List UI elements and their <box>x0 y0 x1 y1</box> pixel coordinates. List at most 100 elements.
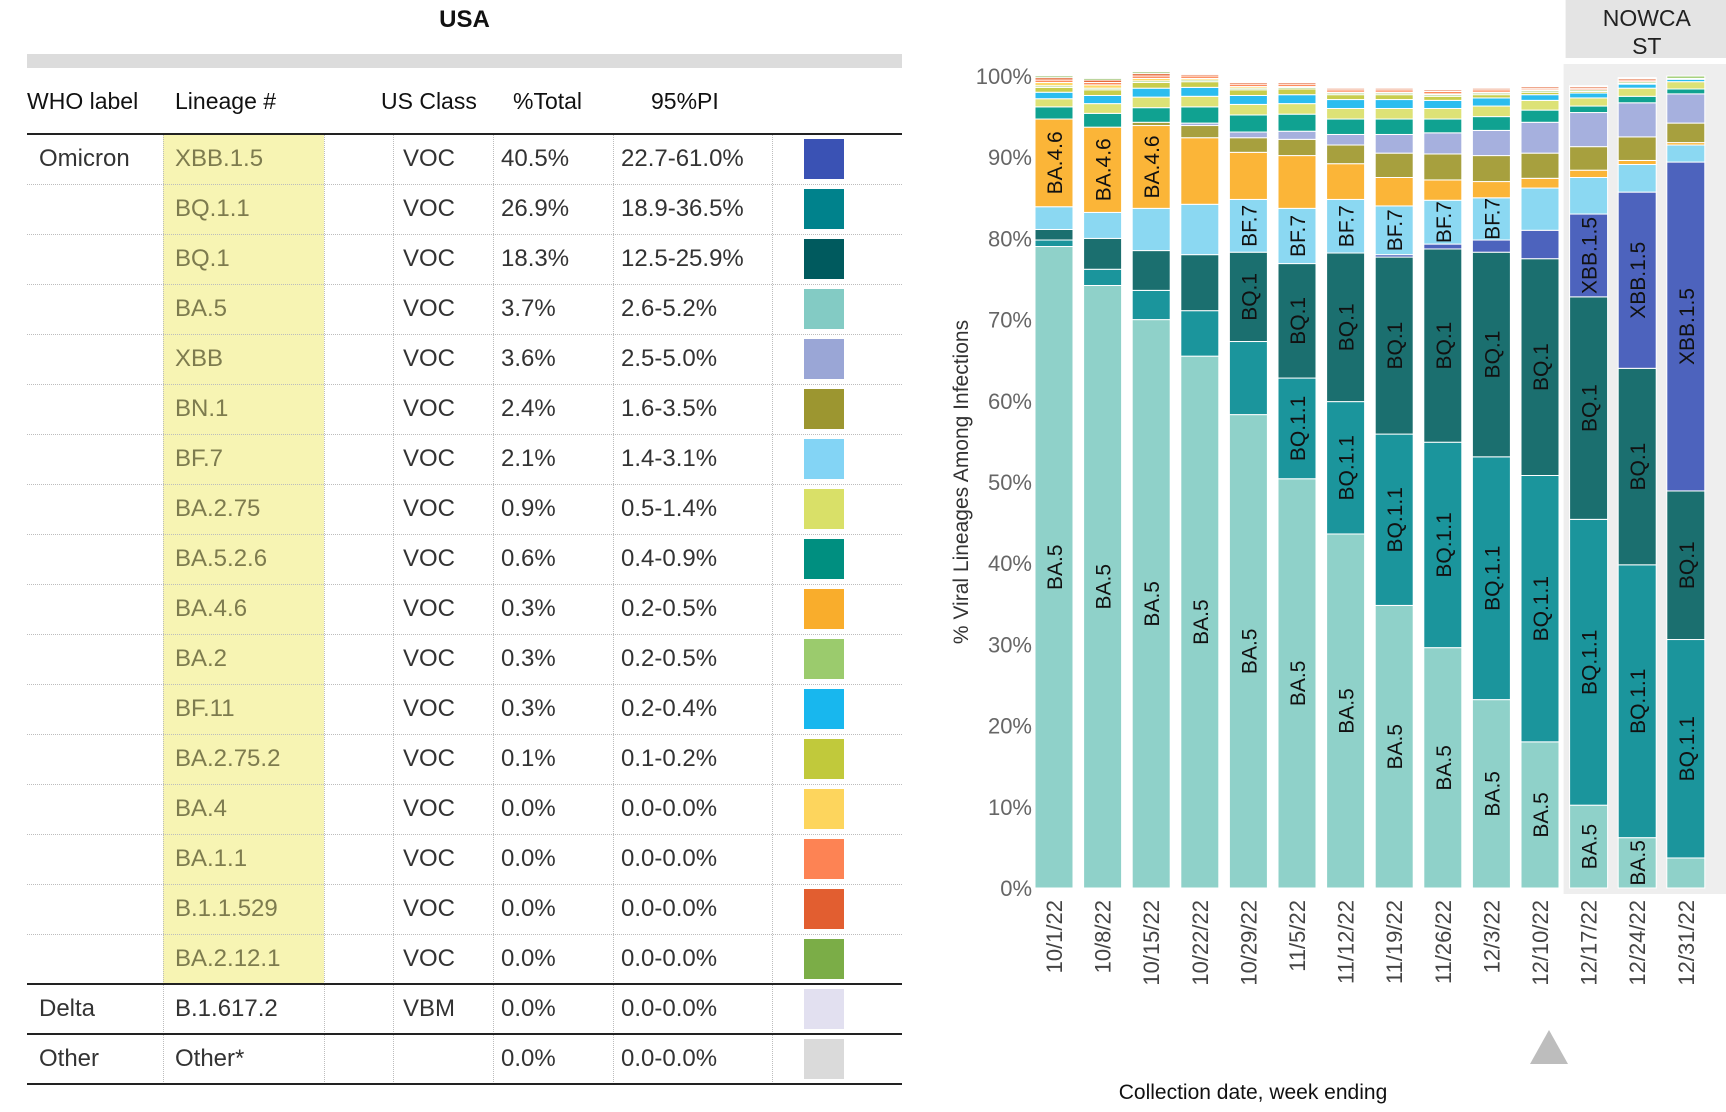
bar-segment <box>1617 102 1657 138</box>
lineage-cell: BA.1.1 <box>175 845 248 872</box>
row-divider <box>27 784 902 785</box>
bar-label: BF.7 <box>1287 215 1310 257</box>
bar-segment <box>1374 177 1414 207</box>
lineage-cell: XBB <box>175 345 224 372</box>
bar-segment <box>1423 107 1463 120</box>
column-divider <box>493 134 494 1084</box>
bar-segment <box>1374 205 1414 256</box>
pi-range-cell: 0.4-0.9% <box>621 545 718 572</box>
pi-range-cell: 2.6-5.2% <box>621 295 718 322</box>
percent-total-cell: 2.4% <box>501 395 556 422</box>
bar-segment <box>1423 88 1463 91</box>
bar-segment <box>1277 103 1317 115</box>
row-divider <box>27 684 902 685</box>
percent-total-cell: 0.0% <box>501 845 556 872</box>
bar-segment <box>1034 206 1074 230</box>
lineage-cell: BA.2 <box>175 645 228 672</box>
bar-segment <box>1083 94 1123 105</box>
bar-segment <box>1277 81 1317 83</box>
bar-segment <box>1666 75 1706 79</box>
x-tick-label: 10/29/22 <box>1236 900 1261 986</box>
bar-segment <box>1423 179 1463 201</box>
lineage-cell: Other* <box>175 1045 245 1072</box>
lineage-cell: BQ.1.1 <box>175 195 250 222</box>
pi-range-cell: 1.6-3.5% <box>621 395 718 422</box>
row-divider <box>27 334 902 335</box>
bar-segment <box>1617 164 1657 193</box>
row-divider <box>27 634 902 635</box>
bar-segment <box>1228 151 1268 200</box>
bar-segment <box>1083 284 1123 889</box>
bar-segment <box>1083 237 1123 270</box>
bar-segment <box>1423 441 1463 649</box>
y-tick-label: 70% <box>988 308 1032 333</box>
scroll-up-arrow-icon[interactable] <box>1530 1030 1568 1064</box>
pi-range-cell: 0.0-0.0% <box>621 795 718 822</box>
bar-segment <box>1277 113 1317 132</box>
color-swatch <box>804 939 844 979</box>
bar-segment <box>1520 152 1560 179</box>
bar-segment <box>1228 131 1268 139</box>
nowcast-label: NOWCA <box>1603 5 1692 31</box>
color-swatch <box>804 989 844 1029</box>
x-tick-label: 11/19/22 <box>1382 900 1407 984</box>
header-us-class: US Class <box>381 88 477 114</box>
lineage-cell: BF.11 <box>175 695 235 722</box>
bar-segment <box>1569 296 1609 520</box>
header-who-label: WHO label <box>27 88 139 114</box>
bar-label: BQ.1 <box>1384 322 1407 370</box>
bar-segment <box>1083 268 1123 286</box>
bar-label: BF.7 <box>1384 209 1407 251</box>
bar-segment <box>1131 319 1171 889</box>
pi-range-cell: 0.0-0.0% <box>621 945 718 972</box>
percent-total-cell: 0.0% <box>501 995 556 1022</box>
x-tick-label: 12/24/22 <box>1625 900 1650 986</box>
bar-segment <box>1520 99 1560 111</box>
who-label: Omicron <box>39 145 130 172</box>
nowcast-label: ST <box>1632 33 1661 59</box>
lineage-cell: BA.2.12.1 <box>175 945 281 972</box>
column-divider <box>613 134 614 1084</box>
bar-segment <box>1131 125 1171 209</box>
bar-segment <box>1228 414 1268 889</box>
us-class-cell: VOC <box>403 295 456 322</box>
omicron-lineage-highlight <box>163 134 324 984</box>
bar-label: BQ.1.1 <box>1579 630 1602 695</box>
bar-segment <box>1471 197 1511 241</box>
bar-label: BQ.1 <box>1627 443 1650 491</box>
table-row: BQ.1.1 VOC 26.9% 18.9-36.5% <box>27 184 902 234</box>
bar-label: BA.5 <box>1433 745 1456 791</box>
bar-label: BQ.1.1 <box>1481 546 1504 611</box>
lineage-cell: XBB.1.5 <box>175 145 264 172</box>
bar-segment <box>1666 144 1706 163</box>
y-tick-label: 90% <box>988 145 1032 170</box>
bar-segment <box>1423 243 1463 250</box>
bar-segment <box>1666 81 1706 90</box>
x-tick-label: 11/12/22 <box>1334 900 1359 984</box>
lineage-proportions-panel: USA WHO label Lineage # US Class %Total … <box>27 6 902 1085</box>
bar-segment <box>1423 132 1463 155</box>
bar-label: BA.4.6 <box>1141 135 1164 198</box>
bar-segment <box>1520 258 1560 477</box>
bar-label: BQ.1.1 <box>1627 669 1650 734</box>
bar-segment <box>1374 118 1414 135</box>
bar-segment <box>1471 251 1511 458</box>
bar-segment <box>1180 81 1220 88</box>
bar-segment <box>1131 71 1171 75</box>
percent-total-cell: 0.6% <box>501 545 556 572</box>
bar-segment <box>1228 114 1268 133</box>
bar-segment <box>1617 136 1657 161</box>
bar-segment <box>1569 92 1609 99</box>
bar-segment <box>1617 77 1657 79</box>
bar-segment <box>1180 86 1220 97</box>
table-row: BA.2.12.1 VOC 0.0% 0.0-0.0% <box>27 934 902 984</box>
y-tick-label: 30% <box>988 632 1032 657</box>
bar-segment <box>1471 155 1511 183</box>
us-class-cell: VOC <box>403 245 456 272</box>
y-axis-label: % Viral Lineages Among Infections <box>950 320 973 644</box>
bar-segment <box>1131 81 1171 89</box>
table-row: BQ.1 VOC 18.3% 12.5-25.9% <box>27 234 902 284</box>
bar-segment <box>1277 94 1317 105</box>
column-divider <box>393 134 394 1084</box>
bar-segment <box>1666 122 1706 144</box>
